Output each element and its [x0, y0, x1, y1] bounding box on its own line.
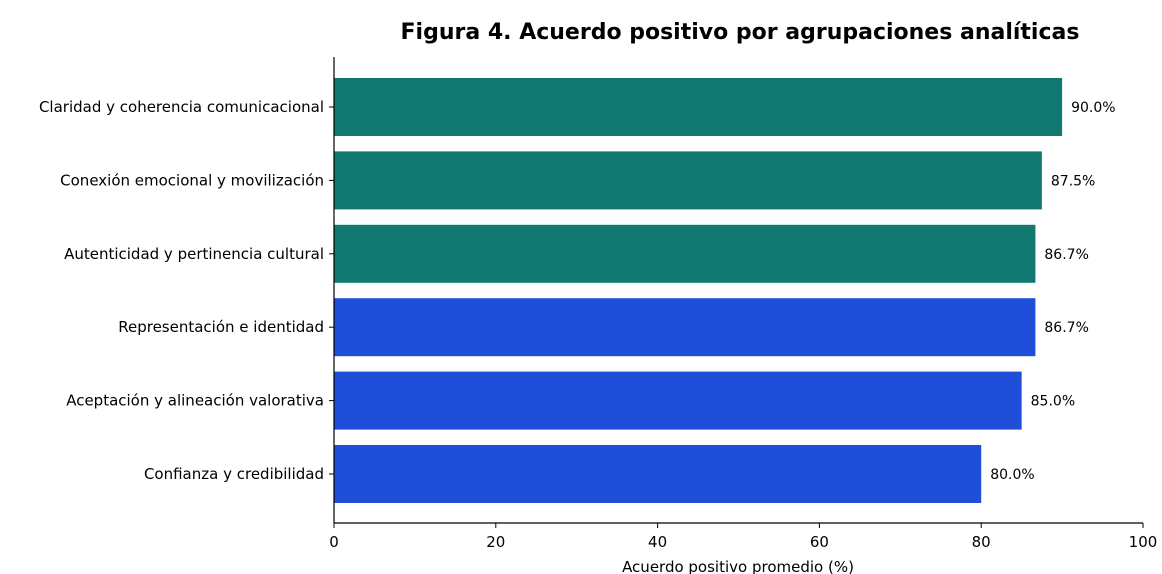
value-label: 87.5% [1051, 173, 1095, 189]
bar [334, 151, 1042, 210]
x-tick-label: 100 [1129, 533, 1158, 551]
value-labels: 90.0% 87.5% 86.7% 86.7% 85.0% 80.0% [990, 100, 1115, 483]
bar [334, 445, 982, 503]
x-tick-label: 40 [648, 533, 667, 551]
x-tick-label: 80 [972, 533, 991, 551]
category-label: Confianza y credibilidad [144, 465, 324, 483]
x-axis-label: Acuerdo positivo promedio (%) [622, 558, 854, 574]
category-label: Aceptación y alineación valorativa [66, 392, 324, 410]
value-label: 85.0% [1031, 394, 1075, 410]
axes [329, 57, 1143, 524]
category-labels: Claridad y coherencia comunicacional Cone… [39, 98, 324, 483]
category-label: Representación e identidad [118, 318, 324, 336]
value-label: 90.0% [1071, 100, 1115, 116]
bars-group [334, 78, 1063, 503]
x-ticks: 0 20 40 60 80 100 [329, 523, 1157, 551]
x-tick-label: 0 [329, 533, 339, 551]
bar [334, 371, 1022, 430]
category-label: Claridad y coherencia comunicacional [39, 98, 324, 116]
value-label: 86.7% [1044, 320, 1088, 336]
bar [334, 78, 1063, 136]
value-label: 80.0% [990, 467, 1034, 483]
value-label: 86.7% [1044, 247, 1088, 263]
category-label: Autenticidad y pertinencia cultural [64, 245, 324, 263]
x-tick-label: 60 [810, 533, 829, 551]
chart-title: Figura 4. Acuerdo positivo por agrupacio… [401, 20, 1080, 45]
bar [334, 224, 1036, 283]
x-tick-label: 20 [486, 533, 505, 551]
bar [334, 298, 1036, 357]
category-label: Conexión emocional y movilización [60, 171, 324, 189]
